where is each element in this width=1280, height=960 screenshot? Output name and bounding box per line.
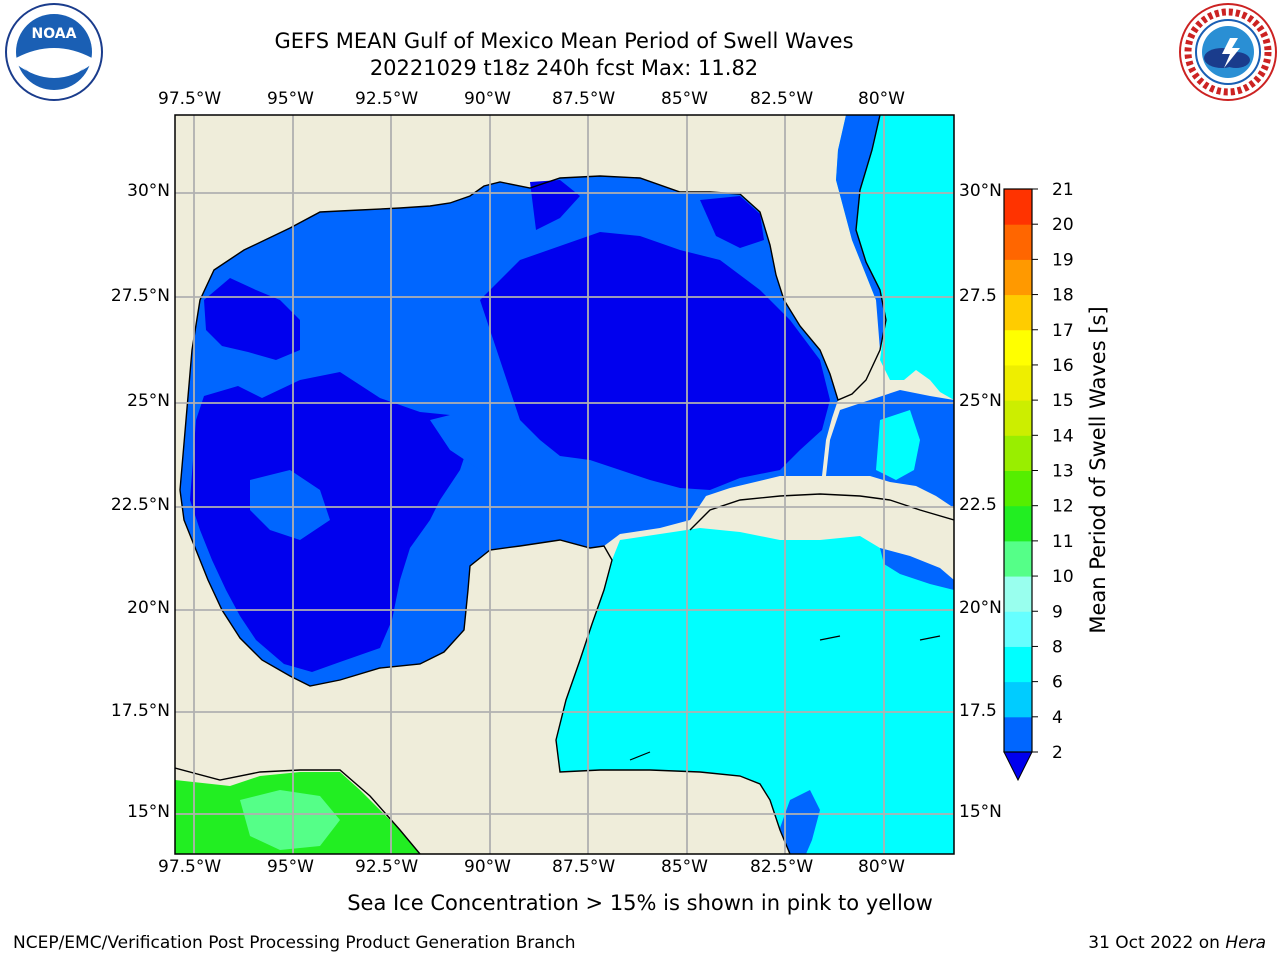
colorbar-swatch xyxy=(1004,576,1032,612)
lon-label-bottom: 95°W xyxy=(267,857,314,877)
colorbar-tick-label: 13 xyxy=(1052,462,1074,482)
colorbar-tick-label: 16 xyxy=(1052,356,1074,376)
lon-label-top: 95°W xyxy=(267,89,314,109)
footer-credit: NCEP/EMC/Verification Post Processing Pr… xyxy=(13,933,576,953)
lon-label-top: 92.5°W xyxy=(355,89,419,109)
colorbar-swatch xyxy=(1004,435,1032,471)
colorbar-swatch xyxy=(1004,400,1032,436)
chart-title: GEFS MEAN Gulf of Mexico Mean Period of … xyxy=(274,29,854,53)
colorbar-swatch xyxy=(1004,716,1032,753)
colorbar-swatch xyxy=(1004,224,1032,260)
colorbar-tick-label: 10 xyxy=(1052,567,1074,587)
colorbar-tick-label: 6 xyxy=(1052,673,1063,693)
lat-label-right: 22.5 xyxy=(959,495,997,515)
colorbar-tick-label: 12 xyxy=(1052,497,1074,517)
colorbar-swatch xyxy=(1004,646,1032,683)
lat-label-right: 30°N xyxy=(959,181,1002,201)
footer-date-text: 31 Oct 2022 on xyxy=(1088,933,1226,953)
colorbar-tick-label: 14 xyxy=(1052,426,1074,446)
lat-label-left: 25°N xyxy=(127,391,170,411)
colorbar-tick-label: 20 xyxy=(1052,215,1074,235)
colorbar-swatch xyxy=(1004,189,1032,225)
gulf-mid-patch xyxy=(430,410,620,510)
lat-label-right: 15°N xyxy=(959,802,1002,822)
colorbar-tick-label: 8 xyxy=(1052,637,1063,657)
colorbar-label: Mean Period of Swell Waves [s] xyxy=(1086,306,1110,634)
lat-label-left: 15°N xyxy=(127,802,170,822)
colorbar-tick-label: 21 xyxy=(1052,180,1074,200)
colorbar-swatch xyxy=(1004,329,1032,366)
colorbar-tick-label: 18 xyxy=(1052,286,1074,306)
footer-date: 31 Oct 2022 on Hera xyxy=(1088,933,1266,953)
footer-host: Hera xyxy=(1225,933,1266,953)
gulf-deep-nw xyxy=(204,278,300,360)
atlantic-blue-edge xyxy=(836,115,886,350)
sea-ice-note: Sea Ice Concentration > 15% is shown in … xyxy=(347,891,933,915)
colorbar-tick-label: 2 xyxy=(1052,743,1063,763)
lon-label-top: 85°W xyxy=(661,89,708,109)
atlantic-water xyxy=(836,115,954,400)
colorbar-swatch xyxy=(1004,470,1032,507)
colorbar-swatch xyxy=(1004,611,1032,647)
gulf-deep-east xyxy=(700,196,764,248)
lon-label-bottom: 90°W xyxy=(464,857,511,877)
colorbar: 2 4 6 8 9 10 11 12 13 14 15 16 17 18 19 20 21 xyxy=(1003,180,1074,782)
colorbar-tick-label: 19 xyxy=(1052,250,1074,270)
gulf-mid-patch-2 xyxy=(250,470,330,540)
lon-label-top: 90°W xyxy=(464,89,511,109)
lat-label-left: 20°N xyxy=(127,598,170,618)
colorbar-swatch xyxy=(1004,294,1032,331)
colorbar-swatch xyxy=(1004,259,1032,296)
lat-label-right: 27.5 xyxy=(959,286,997,306)
noaa-logo-text: NOAA xyxy=(32,26,77,42)
lat-label-left: 27.5°N xyxy=(110,286,170,306)
map-frame xyxy=(174,114,955,855)
lon-label-bottom: 92.5°W xyxy=(355,857,419,877)
lat-label-right: 25°N xyxy=(959,391,1002,411)
colorbar-tick-label: 4 xyxy=(1052,708,1063,728)
pacific-light-green xyxy=(240,790,340,850)
lon-label-bottom: 87.5°W xyxy=(552,857,616,877)
colorbar-tick-label: 15 xyxy=(1052,391,1074,411)
colorbar-tick-label: 9 xyxy=(1052,602,1063,622)
lon-label-top: 82.5°W xyxy=(750,89,814,109)
caribbean-blue-patch xyxy=(880,548,954,590)
lat-label-left: 22.5°N xyxy=(110,495,170,515)
lon-label-bottom: 82.5°W xyxy=(750,857,814,877)
chart-subtitle: 20221029 t18z 240h fcst Max: 11.82 xyxy=(369,56,759,80)
colorbar-swatch xyxy=(1004,505,1032,542)
lon-label-bottom: 80°W xyxy=(858,857,905,877)
colorbar-tick-label: 17 xyxy=(1052,321,1074,341)
lon-label-top: 80°W xyxy=(858,89,905,109)
nws-logo xyxy=(1178,2,1278,102)
caribbean-blue-band xyxy=(780,790,820,854)
lon-label-bottom: 97.5°W xyxy=(158,857,222,877)
lat-label-left: 17.5°N xyxy=(110,701,170,721)
colorbar-swatch xyxy=(1004,364,1032,401)
colorbar-swatch xyxy=(1004,540,1032,577)
lat-label-left: 30°N xyxy=(127,181,170,201)
colorbar-extend-arrow xyxy=(1003,751,1033,782)
colorbar-tick-label: 11 xyxy=(1052,532,1074,552)
lat-label-right: 17.5 xyxy=(959,701,997,721)
lon-label-top: 97.5°W xyxy=(158,89,222,109)
lat-label-right: 20°N xyxy=(959,598,1002,618)
noaa-logo: NOAA xyxy=(4,2,104,102)
lon-label-bottom: 85°W xyxy=(661,857,708,877)
grid-lines xyxy=(175,115,954,854)
lon-label-top: 87.5°W xyxy=(552,89,616,109)
colorbar-swatch xyxy=(1004,681,1032,718)
bahamas-cyan xyxy=(876,410,920,480)
gulf-deep-west xyxy=(190,372,470,672)
